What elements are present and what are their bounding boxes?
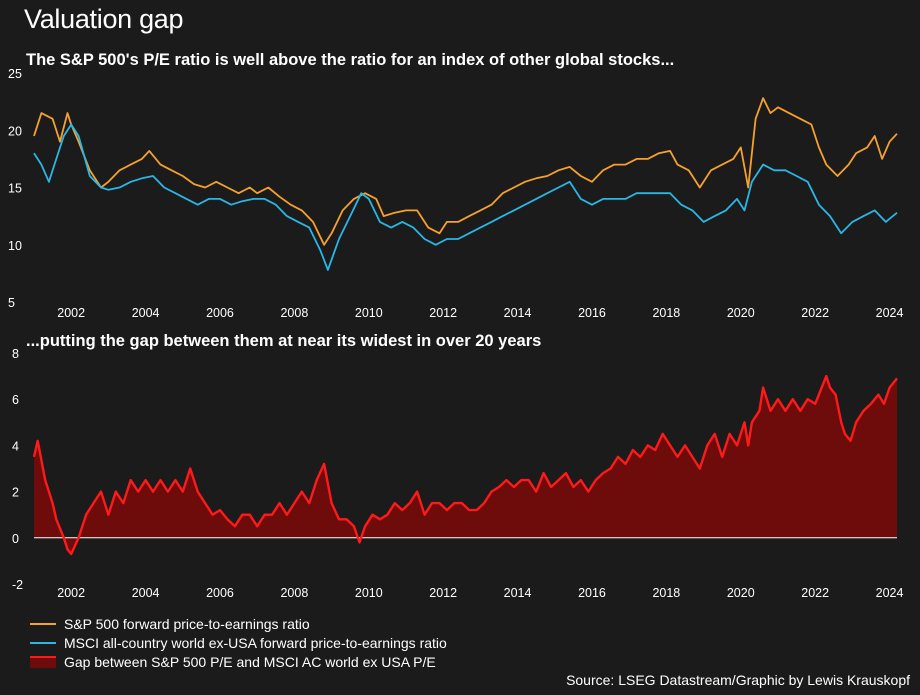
y-tick-label: 5 [8, 296, 15, 310]
x-tick-label: 2004 [132, 306, 160, 320]
x-tick-label: 2002 [57, 586, 85, 600]
x-tick-label: 2018 [652, 306, 680, 320]
legend-item-gap: Gap between S&P 500 P/E and MSCI AC worl… [30, 652, 447, 671]
y-tick-label: 2 [12, 486, 19, 500]
legend-label-msci: MSCI all-country world ex-USA forward pr… [64, 634, 447, 651]
x-tick-label: 2010 [355, 586, 383, 600]
chart-title: Valuation gap [24, 4, 184, 34]
msci-swatch [30, 641, 56, 644]
x-tick-label: 2020 [727, 586, 755, 600]
gap-swatch [30, 655, 56, 668]
y-tick-label: 8 [12, 347, 19, 361]
x-tick-label: 2010 [355, 306, 383, 320]
x-tick-label: 2024 [876, 306, 904, 320]
y-tick-label: 15 [8, 182, 22, 196]
y-tick-label: 0 [12, 532, 19, 546]
source-credit: Source: LSEG Datastream/Graphic by Lewis… [566, 672, 910, 688]
bottom-panel: -2 0 2 4 6 8 2002 2004 2006 2008 2010 2012 2014 2016 2… [12, 347, 904, 600]
x-tick-label: 2024 [876, 586, 904, 600]
x-tick-label: 2022 [801, 306, 829, 320]
top-panel: 5 10 15 20 25 2002 2004 2006 2008 2010 2012 2014 201… [8, 67, 904, 320]
x-tick-label: 2004 [132, 586, 160, 600]
x-tick-label: 2016 [578, 306, 606, 320]
sp500-swatch [30, 622, 56, 625]
x-tick-label: 2014 [504, 306, 532, 320]
gap-line [32, 374, 898, 556]
y-tick-label: -2 [12, 578, 23, 592]
x-tick-label: 2006 [206, 586, 234, 600]
msci-line [33, 123, 898, 271]
legend-label-sp500: S&P 500 forward price-to-earnings ratio [64, 615, 310, 632]
y-tick-label: 6 [12, 393, 19, 407]
gap-area [34, 376, 897, 554]
x-tick-label: 2006 [206, 306, 234, 320]
x-tick-label: 2018 [652, 586, 680, 600]
x-tick-label: 2008 [280, 586, 308, 600]
sp500-line [33, 97, 898, 246]
legend-label-gap: Gap between S&P 500 P/E and MSCI AC worl… [64, 653, 436, 670]
x-tick-label: 2020 [727, 306, 755, 320]
x-tick-label: 2008 [280, 306, 308, 320]
x-tick-label: 2002 [57, 306, 85, 320]
x-tick-label: 2016 [578, 586, 606, 600]
y-tick-label: 25 [8, 67, 22, 81]
legend-item-sp500: S&P 500 forward price-to-earnings ratio [30, 614, 447, 633]
top-panel-subtitle: The S&P 500's P/E ratio is well above th… [26, 51, 675, 69]
legend: S&P 500 forward price-to-earnings ratio … [30, 614, 447, 671]
legend-item-msci: MSCI all-country world ex-USA forward pr… [30, 633, 447, 652]
x-tick-label: 2012 [429, 586, 457, 600]
y-tick-label: 4 [12, 439, 19, 453]
x-tick-label: 2012 [429, 306, 457, 320]
x-tick-label: 2014 [504, 586, 532, 600]
x-tick-label: 2022 [801, 586, 829, 600]
y-tick-label: 10 [8, 239, 22, 253]
y-tick-label: 20 [8, 124, 22, 138]
bottom-panel-subtitle: ...putting the gap between them at near … [26, 332, 542, 350]
